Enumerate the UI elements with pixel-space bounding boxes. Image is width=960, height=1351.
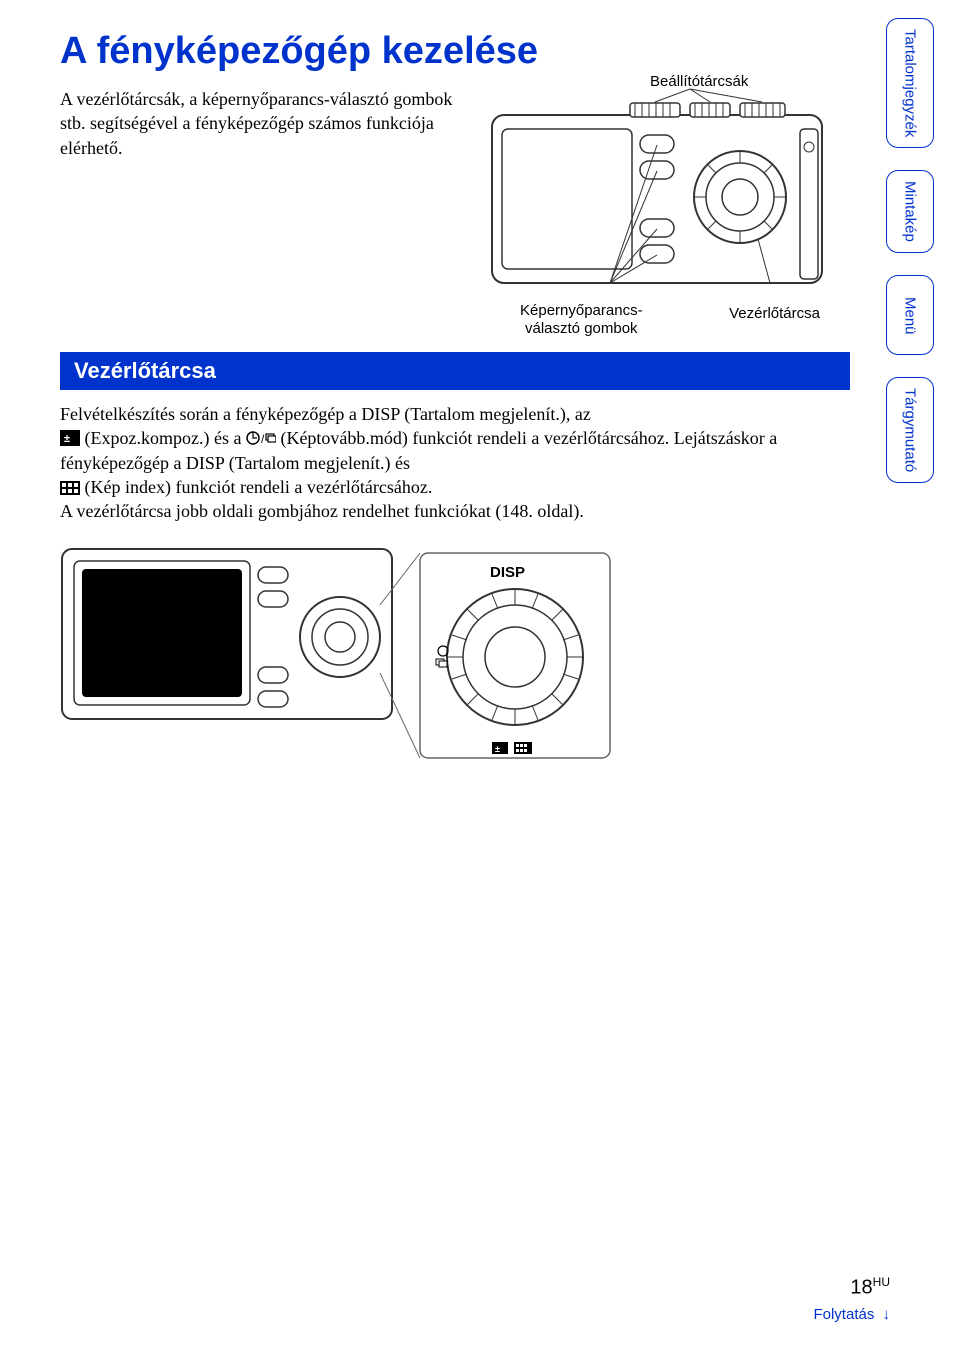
exposure-compensation-icon: ± [60,430,80,446]
top-row: A vezérlőtárcsák, a képernyőparancs-vála… [60,87,900,292]
camera-top-diagram [490,87,830,287]
body-line-1: Felvételkészítés során a fényképezőgép a… [60,404,591,424]
body-line-2a: (Expoz.kompoz.) és a [85,428,246,448]
section-header: Vezérlőtárcsa [60,352,850,390]
svg-text:±: ± [64,433,70,445]
label-setup-dials: Beállítótárcsák [650,73,748,90]
side-tabs: Tartalomjegyzék Mintakép Menü Tárgymutat… [886,18,934,483]
label-soft-buttons: Képernyőparancs-választó gombok [520,302,643,338]
label-control-wheel: Vezérlőtárcsa [729,305,820,322]
arrow-down-icon: ↓ [883,1306,891,1323]
page-number-value: 18 [850,1277,872,1299]
continue-text: Folytatás [813,1306,874,1323]
page-footer: 18HU Folytatás ↓ [813,1275,890,1323]
page-number-suffix: HU [873,1275,890,1289]
page-container: A fényképezőgép kezelése A vezérlőtárcsá… [0,0,960,1351]
label-soft-buttons-text: Képernyőparancs-választó gombok [520,302,643,337]
page-title: A fényképezőgép kezelése [60,30,900,73]
body-line-4: A vezérlőtárcsa jobb oldali gombjához re… [60,501,584,521]
tab-sample[interactable]: Mintakép [886,170,934,253]
svg-text:/: / [261,432,265,446]
tab-menu[interactable]: Menü [886,275,934,355]
page-number: 18HU [813,1275,890,1300]
intro-text: A vezérlőtárcsák, a képernyőparancs-vála… [60,87,460,160]
diagram-bottom-wrapper: DISP [60,547,900,772]
body-line-3: (Kép index) funkciót rendeli a vezérlőtá… [85,477,433,497]
disp-label: DISP [490,564,525,581]
tab-index[interactable]: Tárgymutató [886,377,934,483]
image-index-icon [60,481,80,495]
drive-mode-icon: / [246,430,276,446]
camera-bottom-diagram: DISP [60,547,620,767]
svg-text:±: ± [495,744,500,754]
continue-label: Folytatás ↓ [813,1306,890,1323]
body-text: Felvételkészítés során a fényképezőgép a… [60,402,850,523]
tab-toc[interactable]: Tartalomjegyzék [886,18,934,148]
diagram-top-wrapper: Beállítótárcsák [490,87,830,292]
